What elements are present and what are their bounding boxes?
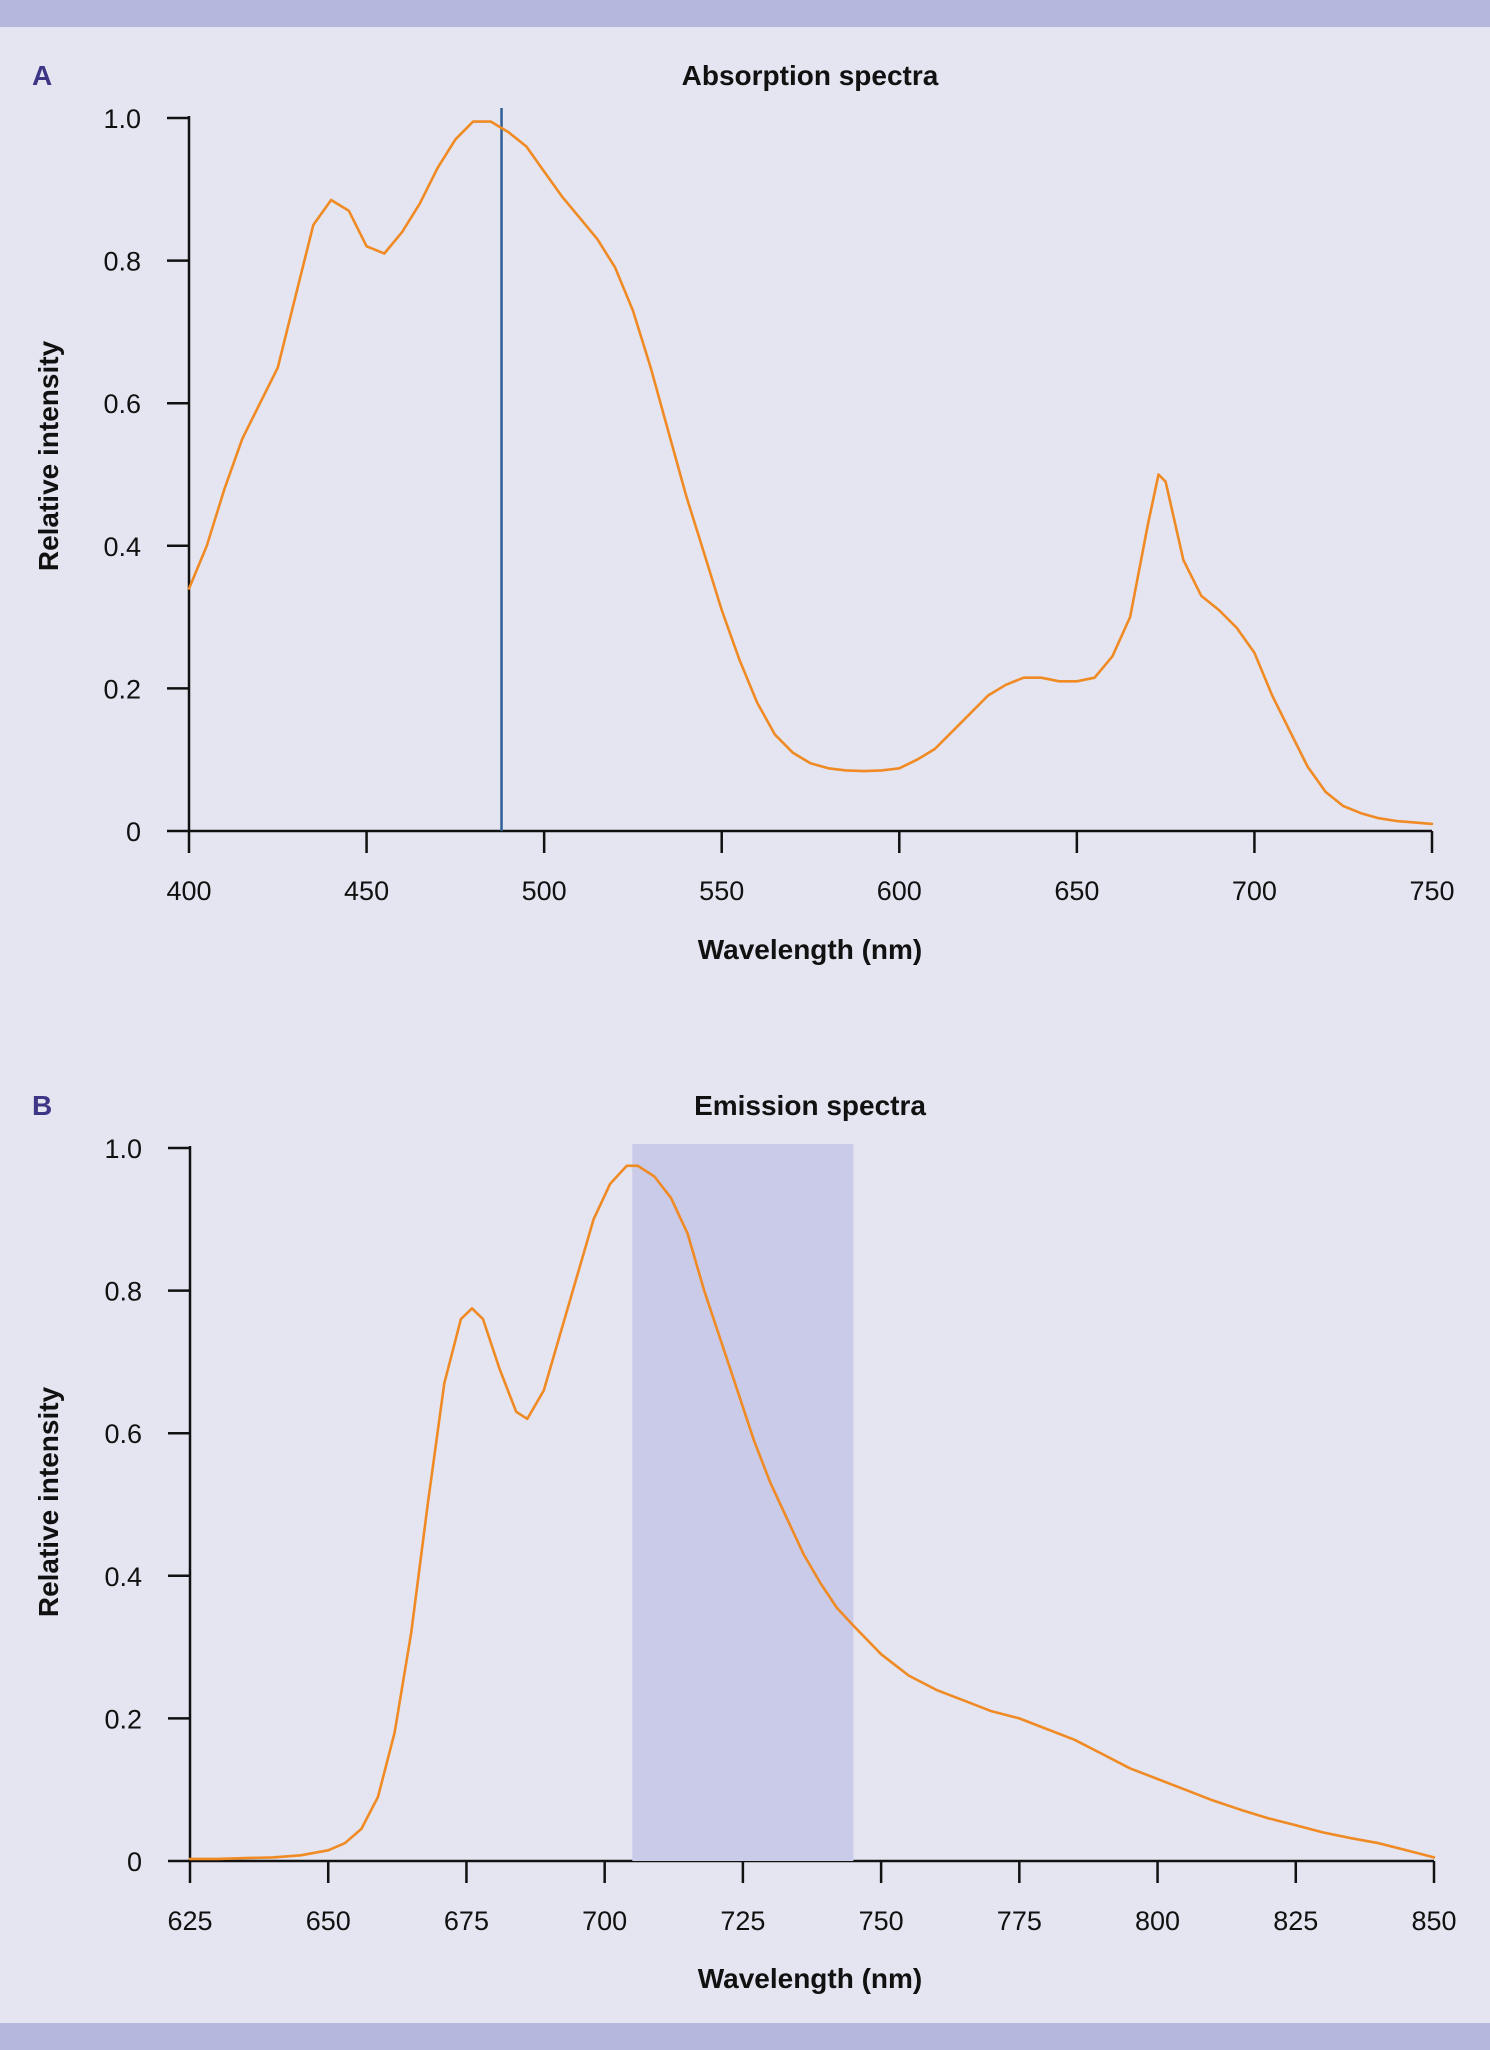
y-tick-label: 0.8 <box>104 1277 142 1307</box>
bottom-color-band <box>0 2023 1490 2050</box>
x-tick-label: 850 <box>1411 1906 1456 1936</box>
x-tick-label: 800 <box>1135 1906 1180 1936</box>
x-tick-label: 725 <box>720 1906 765 1936</box>
y-axis-label-emission: Relative intensity <box>33 1386 64 1617</box>
top-color-band <box>0 0 1490 27</box>
x-axis-label-emission: Wavelength (nm) <box>698 1963 923 1994</box>
x-tick-label: 625 <box>167 1906 212 1936</box>
y-tick-label: 0.4 <box>103 532 141 562</box>
panel-label-a: A <box>32 60 52 91</box>
y-tick-label: 1.0 <box>104 1134 142 1164</box>
x-tick-label: 825 <box>1273 1906 1318 1936</box>
y-tick-label: 0.2 <box>104 1704 142 1734</box>
emission-panel: B Emission spectra Wavelength (nm) Relat… <box>32 1090 1457 1994</box>
x-tick-label: 650 <box>306 1906 351 1936</box>
highlight-band <box>632 1144 854 1861</box>
y-tick-label: 0.6 <box>104 1419 142 1449</box>
y-tick-label: 0.4 <box>104 1562 142 1592</box>
y-tick-label: 0 <box>126 817 141 847</box>
x-tick-label: 775 <box>997 1906 1042 1936</box>
x-axis-label-absorption: Wavelength (nm) <box>698 934 923 965</box>
x-tick-label: 450 <box>344 876 389 906</box>
x-tick-label: 750 <box>859 1906 904 1936</box>
spectrum-line <box>187 120 1434 826</box>
y-tick-label: 0.2 <box>103 674 141 704</box>
y-axis-label-absorption: Relative intensity <box>33 340 64 571</box>
chart-title-emission: Emission spectra <box>694 1090 926 1121</box>
panel-label-b: B <box>32 1090 52 1121</box>
x-tick-label: 500 <box>522 876 567 906</box>
absorption-panel: A Absorption spectra Wavelength (nm) Rel… <box>32 60 1455 965</box>
x-tick-label: 600 <box>877 876 922 906</box>
x-tick-label: 400 <box>166 876 211 906</box>
y-tick-label: 0.8 <box>103 247 141 277</box>
x-tick-label: 550 <box>699 876 744 906</box>
spectrum-line <box>188 1164 1436 1861</box>
x-tick-label: 700 <box>1232 876 1277 906</box>
x-tick-label: 700 <box>582 1906 627 1936</box>
y-tick-label: 1.0 <box>103 104 141 134</box>
y-tick-label: 0 <box>127 1847 142 1877</box>
chart-title-absorption: Absorption spectra <box>682 60 939 91</box>
x-tick-label: 675 <box>444 1906 489 1936</box>
x-tick-label: 650 <box>1054 876 1099 906</box>
y-tick-label: 0.6 <box>103 389 141 419</box>
x-tick-label: 750 <box>1409 876 1454 906</box>
